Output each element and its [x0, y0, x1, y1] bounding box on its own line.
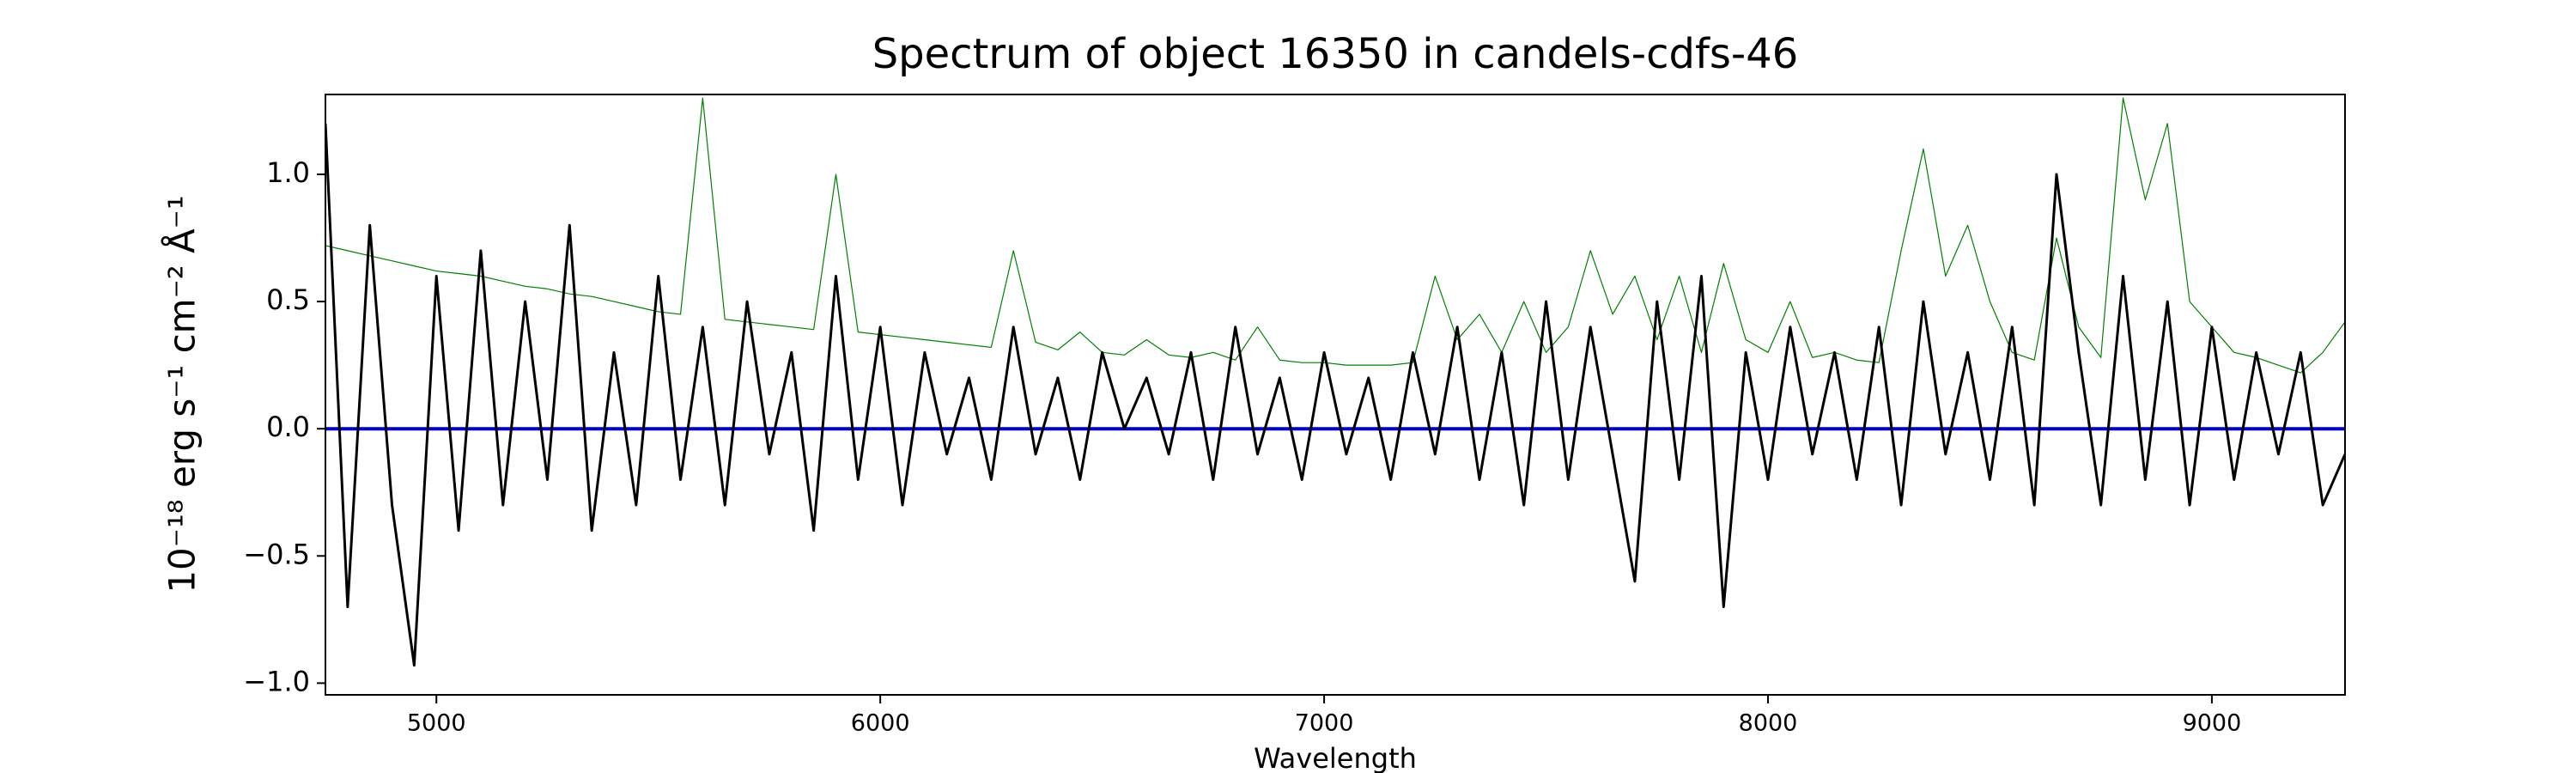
y-tick-label: −1.0	[243, 665, 310, 697]
x-axis-label: Wavelength	[1254, 742, 1417, 773]
y-tick-label: −0.5	[243, 538, 310, 570]
x-tick-label: 9000	[2183, 710, 2242, 737]
x-tick-label: 8000	[1739, 710, 1798, 737]
x-tick-label: 6000	[851, 710, 910, 737]
spectrum-line	[325, 97, 2345, 374]
x-tick-label: 5000	[407, 710, 466, 737]
y-tick-label: 1.0	[266, 156, 310, 189]
axes-frame	[325, 94, 2346, 696]
chart-title: Spectrum of object 16350 in candels-cdfs…	[872, 30, 1799, 78]
spectrum-line	[325, 123, 2345, 667]
y-tick-label: 0.0	[266, 411, 310, 443]
y-tick-label: 0.5	[266, 283, 310, 316]
x-tick-label: 7000	[1295, 710, 1354, 737]
y-axis-label: 10⁻¹⁸ erg s⁻¹ cm⁻² Å⁻¹	[161, 195, 204, 593]
plot-area	[325, 97, 2345, 667]
